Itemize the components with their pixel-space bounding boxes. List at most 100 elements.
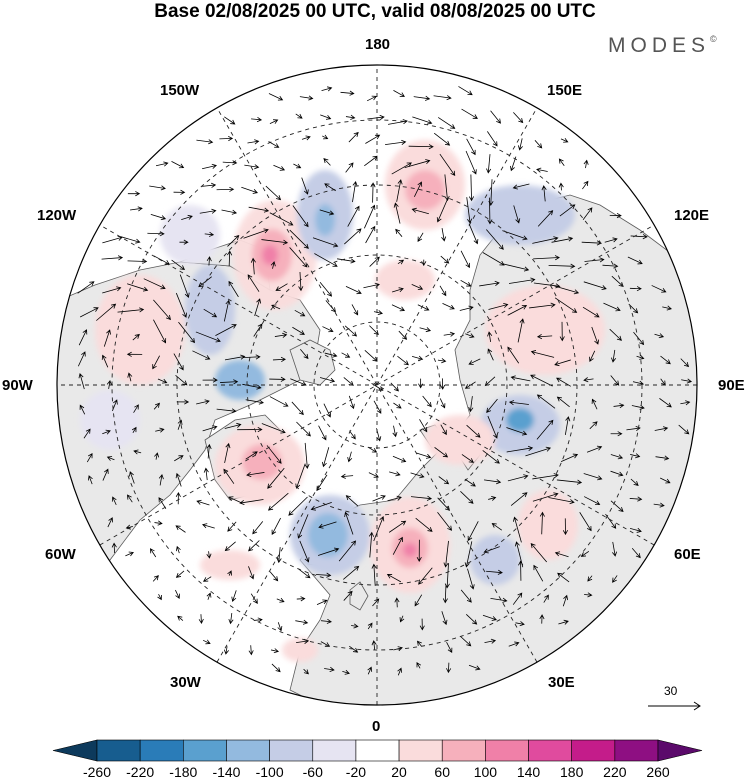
wind-arrow [154, 520, 163, 526]
wind-arrow [304, 442, 310, 469]
wind-arrow [247, 274, 260, 292]
wind-arrow [324, 352, 338, 358]
wind-arrow [303, 668, 309, 675]
wind-arrow [341, 352, 351, 358]
wind-arrow [347, 205, 360, 227]
wind-arrow [440, 424, 447, 436]
wind-arrow [464, 478, 476, 487]
wind-arrow [297, 514, 309, 539]
wind-arrow [603, 302, 621, 312]
wind-arrow [391, 304, 406, 312]
colorbar-swatch [139, 739, 184, 762]
wind-arrow [517, 138, 523, 151]
wind-arrow [192, 350, 211, 360]
wind-arrow [386, 574, 402, 583]
anomaly-positive [375, 260, 435, 300]
wind-arrow [319, 282, 333, 297]
wind-arrow [77, 281, 95, 294]
wind-arrow [586, 445, 603, 453]
wind-arrow [270, 648, 280, 654]
wind-arrow [681, 378, 693, 384]
wind-arrow [610, 500, 624, 512]
wind-arrow [630, 453, 641, 459]
wind-arrow [292, 326, 305, 335]
wind-arrow [557, 572, 570, 583]
wind-arrow [223, 468, 235, 484]
wind-arrow [248, 566, 255, 580]
wind-arrow [630, 478, 639, 486]
wind-arrow [416, 662, 422, 669]
wind-arrow [512, 516, 522, 543]
wind-arrow [248, 645, 254, 656]
wind-arrow [392, 287, 404, 293]
wind-arrow [412, 116, 433, 125]
wind-arrow [371, 640, 377, 650]
wind-arrow [202, 576, 212, 582]
wind-arrow [133, 404, 139, 413]
colorbar-label: -260 [82, 764, 112, 780]
wind-arrow [388, 520, 407, 533]
wind-arrow [102, 429, 111, 435]
wind-arrow [173, 189, 186, 195]
wind-arrow [127, 372, 133, 382]
wind-arrow [610, 454, 624, 460]
wind-arrow [460, 250, 471, 269]
wind-arrow [659, 477, 671, 484]
wind-arrow [397, 667, 403, 676]
wind-arrow [532, 473, 559, 480]
wind-arrow [367, 114, 385, 120]
wind-arrow [532, 492, 559, 502]
wind-arrow [227, 570, 232, 576]
wind-arrow [486, 569, 503, 575]
wind-arrow [175, 525, 186, 533]
wind-arrow [314, 253, 338, 267]
wind-arrow [179, 274, 190, 298]
wind-arrow [554, 285, 580, 295]
wind-arrow [175, 570, 185, 578]
wind-arrow [96, 303, 117, 321]
wind-arrow [482, 252, 505, 266]
wind-arrow [560, 453, 579, 462]
wind-arrow [437, 358, 447, 364]
wind-arrow [392, 536, 403, 555]
lon-label-120e: 120E [674, 207, 710, 224]
wind-arrow [439, 153, 456, 177]
wind-arrow [458, 86, 473, 96]
anomaly-negative [506, 408, 534, 432]
wind-arrow [222, 160, 238, 166]
wind-arrow [150, 213, 167, 221]
wind-arrow [365, 225, 376, 244]
wind-arrow [364, 350, 378, 362]
wind-arrow [610, 375, 620, 386]
colorbar-label: 20 [391, 764, 407, 780]
wind-arrow [414, 181, 423, 197]
wind-arrow [441, 611, 448, 626]
wind-arrow [518, 560, 524, 581]
colorbar-label: 180 [560, 764, 584, 780]
wind-arrow [153, 299, 171, 321]
wind-arrow [558, 619, 569, 625]
anomaly-negative [80, 390, 140, 450]
lon-label-30e: 30E [548, 674, 575, 691]
meridians [57, 65, 697, 705]
wind-arrow [466, 424, 481, 438]
wind-arrow [111, 496, 117, 506]
wind-arrow [86, 452, 93, 463]
wind-arrow [337, 258, 356, 264]
wind-arrow [147, 231, 165, 237]
lon-label-150e: 150E [547, 82, 583, 99]
wind-arrow [393, 202, 401, 224]
wind-arrow [157, 378, 168, 384]
colorbar-label: -220 [126, 764, 155, 780]
wind-arrow [132, 333, 140, 341]
wind-arrow [248, 206, 270, 213]
wind-arrow [202, 639, 211, 645]
wind-arrow [318, 425, 327, 441]
wind-arrow [241, 186, 259, 194]
colorbar-label: -140 [212, 764, 241, 780]
wind-arrow [206, 256, 212, 266]
wind-arrow [629, 527, 642, 533]
wind-arrow [300, 348, 309, 360]
wind-arrow [177, 419, 183, 430]
